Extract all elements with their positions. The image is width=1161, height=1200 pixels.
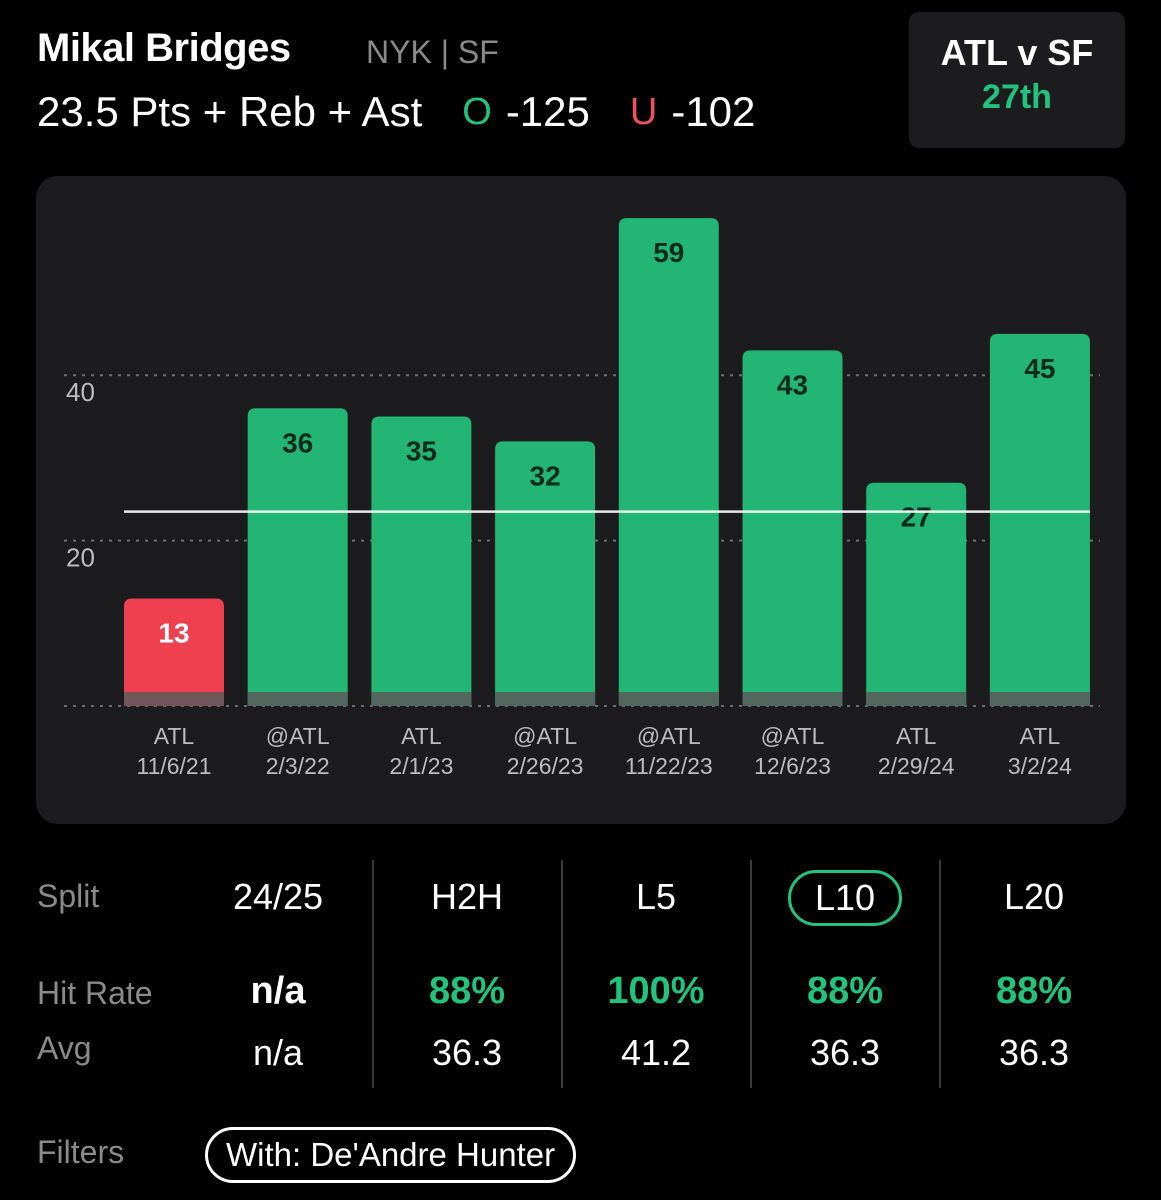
filters-label: Filters [37,1134,125,1170]
split-tab-l20-text: L20 [1003,876,1065,917]
chart-card: 20 40 13 ATL 11/6/21 36 @ATL 2/3/22 35 ATL 2/1/23 3… [36,176,1126,824]
x-tick-label-date: 3/2/24 [1008,753,1072,779]
prop-line: 23.5 Pts + Reb + Ast [37,88,423,135]
bar-base [618,692,719,706]
hit-rate-row-label: Hit Rate [37,975,153,1011]
bar [866,482,967,706]
split-tab-l20[interactable]: L20 [959,876,1109,918]
bar [247,408,348,706]
avg-value: n/a [203,1032,353,1074]
x-tick-label-date: 2/26/23 [507,753,584,779]
player-name: Mikal Bridges [37,26,291,70]
hit-rate-value: 88% [770,970,920,1013]
avg-value-text: n/a [252,1032,304,1073]
bar-value-label: 45 [1024,353,1055,384]
bar-value-label: 35 [406,436,437,467]
split-tab-l10-text: L10 [787,870,903,926]
x-tick-label-date: 12/6/23 [754,753,831,779]
x-tick-label-opponent: @ATL [266,723,330,749]
avg-value: 41.2 [581,1032,731,1074]
divider [750,860,752,1088]
matchup-card[interactable]: ATL v SF 27th [909,12,1125,148]
hit-rate-value: n/a [203,970,353,1013]
matchup-title: ATL v SF [940,32,1094,73]
x-tick-label-opponent: ATL [401,723,442,749]
bar-base [742,692,843,706]
split-tab-h2h-text: H2H [430,876,504,917]
avg-value-text: 36.3 [809,1032,881,1073]
bar [124,598,224,706]
x-tick-label-date: 11/6/21 [136,753,211,779]
bar-base [495,692,596,706]
hit-rate-value-text: 88% [806,970,884,1012]
x-tick-label-date: 2/29/24 [878,753,955,779]
x-tick-label-date: 2/1/23 [389,753,453,779]
split-tab-l10[interactable]: L10 [770,870,920,926]
bar-value-label: 27 [901,502,932,533]
bar-chart: 20 40 13 ATL 11/6/21 36 @ATL 2/3/22 35 ATL 2/1/23 3… [64,218,1100,779]
bar [495,441,596,706]
team-label: NYK | SF [366,34,499,70]
x-tick-label-opponent: ATL [896,723,937,749]
split-tab-l5-text: L5 [635,876,677,917]
split-tab-l5[interactable]: L5 [581,876,731,918]
bar-value-label: 32 [530,460,561,491]
avg-value-text: 41.2 [620,1032,692,1073]
bar-base [247,692,348,706]
bar [742,350,843,706]
split-tab-2425[interactable]: 24/25 [203,876,353,918]
divider [561,860,563,1088]
stats-table: Split Hit Rate Avg 24/25 n/a n/a H2H 88% 36.3… [0,860,1161,1090]
bar-value-label: 13 [158,617,189,648]
bar-base [989,692,1090,706]
matchup-rank: 27th [982,78,1052,116]
bar-base [124,692,224,706]
x-tick-label-opponent: @ATL [637,723,701,749]
hit-rate-value: 88% [959,970,1109,1013]
filter-chip[interactable]: With: De'Andre Hunter [205,1127,577,1183]
x-tick-label-opponent: ATL [1020,723,1061,749]
bar-value-label: 59 [653,237,684,268]
bar-value-label: 36 [282,427,313,458]
prop-line-row: 23.5 Pts + Reb + Ast O -125 U -102 [37,88,755,136]
x-tick-label-date: 2/3/22 [266,753,330,779]
avg-value-text: 36.3 [998,1032,1070,1073]
over-odds[interactable]: -125 [505,88,590,135]
bar-base [866,692,967,706]
split-tab-h2h[interactable]: H2H [392,876,542,918]
under-symbol[interactable]: U [629,90,658,133]
split-row-label: Split [37,878,100,914]
bar [618,218,719,706]
avg-value: 36.3 [392,1032,542,1074]
x-tick-label-opponent: @ATL [513,723,577,749]
avg-row-label: Avg [37,1030,92,1066]
bar-value-label: 43 [777,369,808,400]
under-odds[interactable]: -102 [671,88,756,135]
divider [939,860,941,1088]
bar [989,333,1090,706]
hit-rate-value-text: 88% [428,970,506,1012]
avg-value: 36.3 [959,1032,1109,1074]
hit-rate-value-text: 88% [995,970,1073,1012]
hit-rate-value: 88% [392,970,542,1013]
hit-rate-value-text: n/a [250,970,306,1012]
x-tick-label-opponent: ATL [154,723,195,749]
over-symbol[interactable]: O [462,90,492,133]
x-tick-label-date: 11/22/23 [625,753,713,779]
x-tick-label-opponent: @ATL [761,723,825,749]
hit-rate-value: 100% [581,970,731,1013]
divider [372,860,374,1088]
avg-value-text: 36.3 [431,1032,503,1073]
bar-base [371,692,472,706]
split-tab-2425-text: 24/25 [232,876,324,917]
avg-value: 36.3 [770,1032,920,1074]
y-tick-label: 40 [66,377,95,407]
y-tick-label: 20 [66,543,95,573]
hit-rate-value-text: 100% [607,970,705,1012]
bar [371,416,472,706]
